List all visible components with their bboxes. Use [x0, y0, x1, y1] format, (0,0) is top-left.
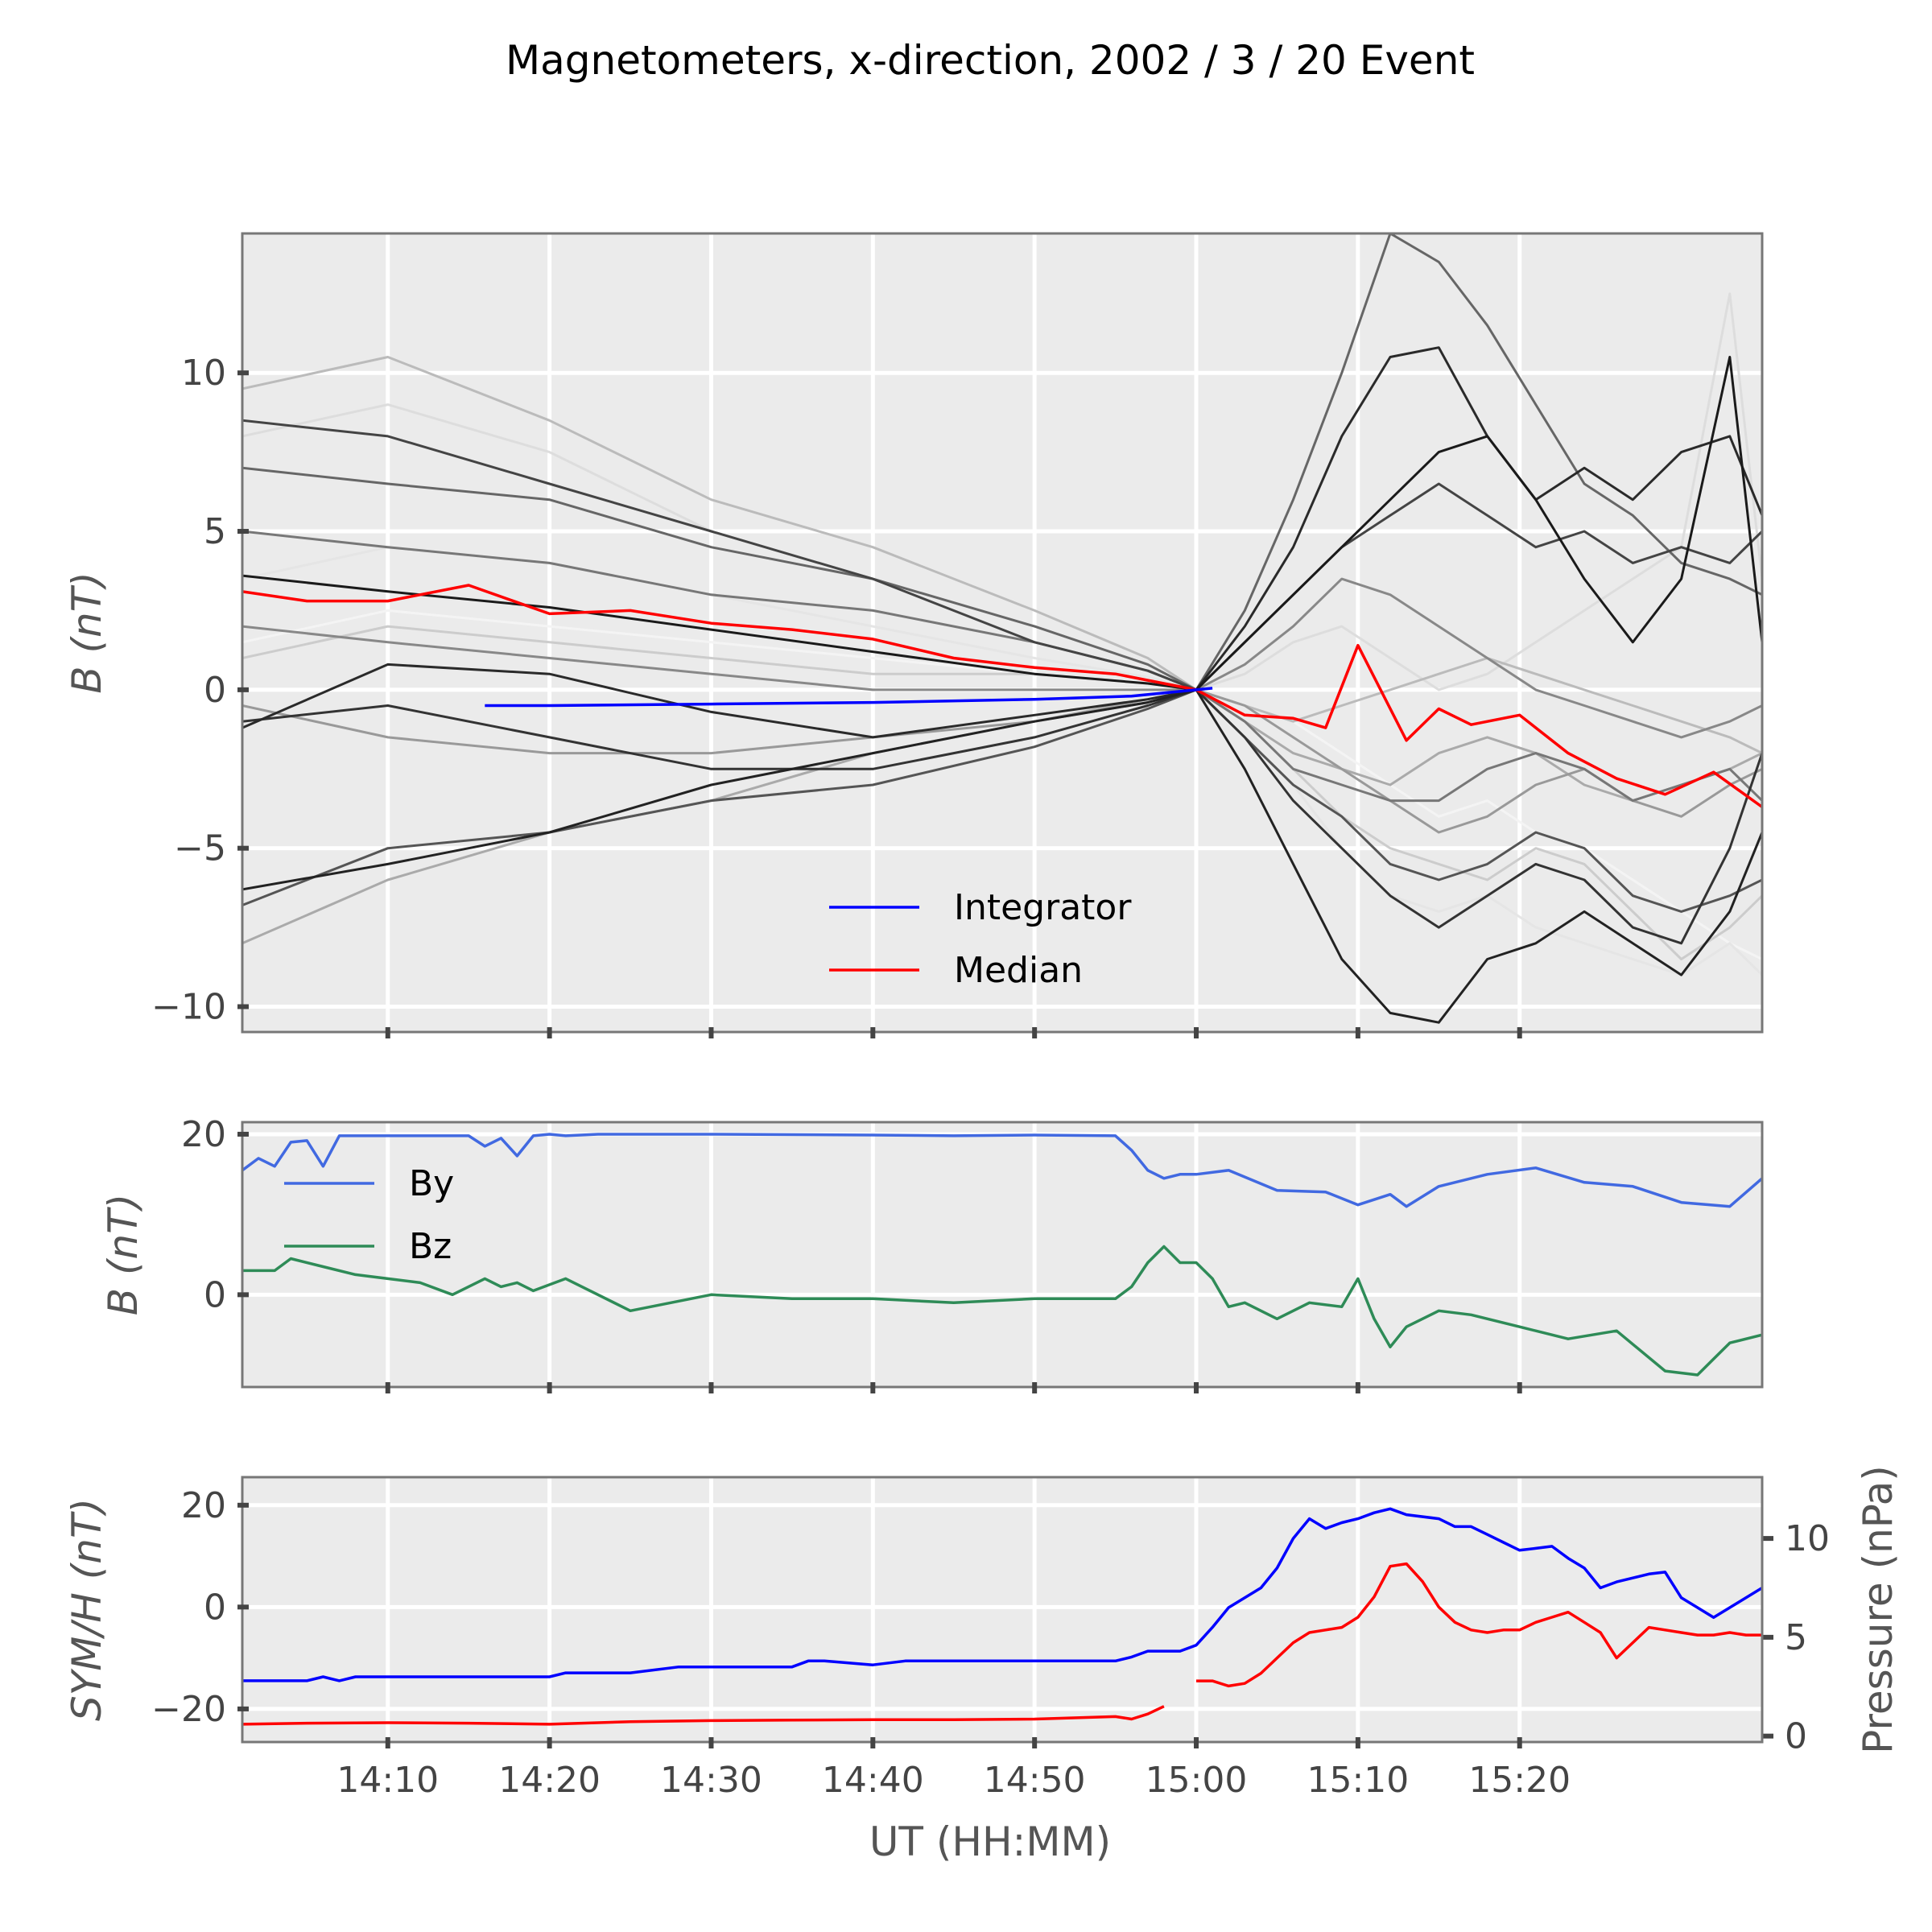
- top-legend-label: Median: [954, 950, 1083, 991]
- x-tick-label: 14:50: [984, 1760, 1086, 1801]
- top-y-tick-label: 5: [204, 511, 226, 552]
- middle-y-label: B (nT): [100, 1194, 147, 1315]
- top-y-tick-label: 10: [181, 353, 226, 394]
- bottom-series-group: [242, 1507, 1762, 1726]
- pressure-line: [242, 1507, 1762, 1682]
- middle-y-tick-label: 20: [181, 1114, 226, 1155]
- station-trace: [242, 577, 1762, 739]
- y2-label: Pressure (nPa): [1855, 1465, 1901, 1754]
- station-trace: [242, 356, 1762, 754]
- station-trace: [242, 688, 1762, 1024]
- bottom-frame: [241, 1476, 1764, 1744]
- y2-tick-label: 0: [1785, 1716, 1807, 1757]
- panel-bottom: 0 5 10 −20 0 20 SYM/H (nT) Pressure (nPa) 14:10 1…: [64, 1465, 1901, 1801]
- top-y-tick-label: 0: [204, 670, 226, 711]
- top-y-tick-label: −10: [151, 987, 226, 1028]
- top-series-group: [242, 233, 1762, 1024]
- integrator-line: [485, 687, 1213, 708]
- top-y-label: B (nT): [64, 572, 110, 693]
- middle-plot-area: [242, 1122, 1762, 1387]
- station-trace: [242, 609, 1762, 960]
- station-trace: [242, 625, 1762, 960]
- bottom-y-label: SYM/H (nT): [64, 1498, 110, 1721]
- figure-title: Magnetometers, x-direction, 2002 / 3 / 2…: [506, 37, 1475, 84]
- top-plot-area: [242, 233, 1762, 1032]
- middle-frame: [241, 1121, 1764, 1389]
- station-trace: [242, 233, 1762, 691]
- x-tick-label: 15:00: [1146, 1760, 1248, 1801]
- x-tick-label: 14:30: [660, 1760, 762, 1801]
- top-legend-label: Integrator: [954, 887, 1132, 928]
- bz-line: [242, 1245, 1762, 1377]
- by-line: [242, 1133, 1762, 1208]
- station-trace: [242, 546, 1762, 976]
- panel-top: −10 −5 0 5 10 B (nT) Integrator Median: [64, 232, 1764, 1038]
- x-axis-label: UT (HH:MM): [869, 1818, 1111, 1865]
- station-trace: [242, 688, 1762, 945]
- y2-tick-label: 10: [1785, 1518, 1830, 1559]
- station-trace: [242, 688, 1762, 945]
- panel-middle: 0 20 B (nT) By Bz: [100, 1114, 1764, 1393]
- x-tick-label: 15:10: [1307, 1760, 1409, 1801]
- symh-line: [1196, 1562, 1762, 1688]
- median-line: [242, 584, 1762, 808]
- middle-series-group: [242, 1133, 1762, 1377]
- middle-legend-label: Bz: [409, 1226, 452, 1267]
- x-tick-label: 14:20: [498, 1760, 601, 1801]
- bottom-plot-area: [242, 1477, 1762, 1742]
- x-tick-label: 15:20: [1468, 1760, 1571, 1801]
- bottom-y-tick-label: 0: [204, 1587, 226, 1628]
- middle-legend-label: By: [409, 1163, 454, 1204]
- x-tick-label: 14:10: [336, 1760, 439, 1801]
- station-trace: [242, 688, 1762, 913]
- middle-y-tick-label: 0: [204, 1274, 226, 1315]
- symh-line: [242, 1705, 1165, 1726]
- station-trace: [242, 530, 1762, 803]
- y2-tick-label: 5: [1785, 1617, 1807, 1658]
- top-y-tick-label: −5: [174, 828, 226, 869]
- station-trace: [242, 356, 1762, 691]
- bottom-y-tick-label: −20: [151, 1689, 226, 1730]
- top-frame: [241, 232, 1764, 1034]
- station-trace: [242, 346, 1762, 739]
- bottom-y-tick-label: 20: [181, 1485, 226, 1526]
- x-tick-label: 14:40: [822, 1760, 924, 1801]
